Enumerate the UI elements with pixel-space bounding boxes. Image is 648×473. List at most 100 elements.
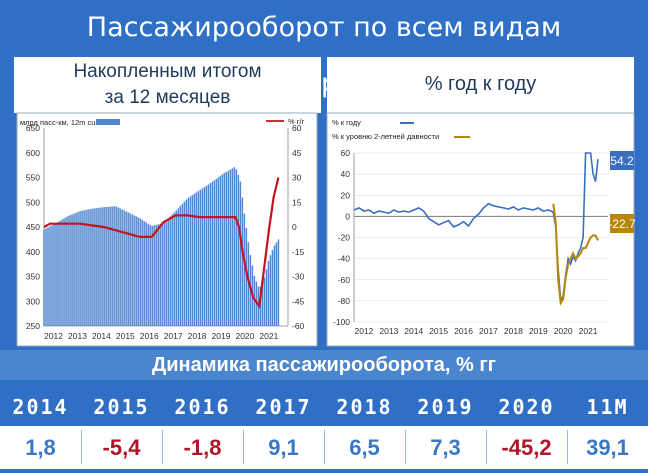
bar	[247, 242, 250, 326]
bar	[93, 208, 95, 326]
bar	[185, 199, 187, 326]
bar	[231, 168, 234, 326]
bar	[149, 225, 151, 326]
bar	[145, 222, 147, 326]
right-chart-ytick-label: 0	[345, 211, 350, 221]
bar	[119, 208, 121, 326]
left-ytick-label: 250	[26, 321, 40, 331]
right-ytick-label: 0	[292, 222, 297, 232]
right-chart-ytick-label: -40	[338, 254, 351, 264]
bar	[65, 217, 67, 326]
right-chart-x-tick-label: 2015	[429, 326, 448, 336]
bar	[181, 203, 183, 326]
bar	[123, 210, 125, 326]
year-cell: 2018	[336, 395, 393, 419]
bar	[47, 227, 49, 326]
bar	[259, 286, 262, 326]
left-ytick-label: 650	[26, 123, 40, 133]
left-ytick-label: 450	[26, 222, 40, 232]
bar	[201, 188, 204, 326]
bar	[223, 173, 226, 326]
bar	[107, 206, 109, 326]
bar	[55, 223, 57, 326]
right-ytick-label: 60	[292, 123, 302, 133]
bar	[189, 196, 192, 326]
bar	[215, 178, 218, 326]
cell-separator	[405, 430, 406, 464]
x-tick-label: 2015	[116, 331, 135, 341]
right-chart-x-tick-label: 2021	[579, 326, 598, 336]
right-chart-x-tick-label: 2012	[354, 326, 373, 336]
left-ytick-label: 400	[26, 247, 40, 257]
bar	[165, 220, 167, 326]
yoy-line	[43, 177, 280, 310]
bar	[225, 171, 228, 326]
bar	[203, 187, 206, 326]
x-tick-label: 2013	[68, 331, 87, 341]
x-tick-label: 2020	[235, 331, 254, 341]
bar	[77, 211, 79, 326]
bar	[63, 218, 65, 326]
bar	[213, 180, 216, 326]
bar	[73, 213, 75, 326]
right-chart-x-tick-label: 2017	[479, 326, 498, 336]
right-ytick-label: -45	[292, 296, 305, 306]
bar	[129, 213, 131, 326]
bar	[269, 255, 272, 326]
left-ytick-label: 500	[26, 197, 40, 207]
end-label-gold: -22.7	[608, 217, 636, 231]
right-chart-ytick-label: -60	[338, 275, 351, 285]
bar	[115, 206, 117, 326]
right-chart-x-tick-label: 2019	[529, 326, 548, 336]
year-cell: 2015	[93, 395, 150, 419]
bar	[91, 208, 93, 326]
bar	[221, 174, 224, 326]
bar	[97, 207, 99, 326]
bar	[109, 206, 111, 326]
bar	[187, 197, 190, 326]
bar	[161, 223, 163, 326]
year-cell: 2017	[255, 395, 312, 419]
bar	[183, 201, 185, 326]
bar	[103, 207, 105, 326]
x-tick-label: 2021	[259, 331, 278, 341]
right-chart-frame	[326, 112, 635, 347]
bar	[85, 209, 87, 326]
legend-line-label: % г/г	[288, 117, 305, 126]
bar	[199, 189, 202, 326]
bar	[255, 281, 258, 326]
bar	[243, 213, 246, 326]
right-chart-ytick-label: -80	[338, 296, 351, 306]
series-line-2	[552, 203, 599, 307]
bar	[207, 184, 210, 326]
value-cell: 39,1	[586, 435, 629, 460]
bar	[195, 192, 198, 326]
bar	[95, 208, 97, 326]
value-cell: 7,3	[430, 435, 461, 460]
bar	[71, 214, 73, 326]
x-tick-label: 2012	[44, 331, 63, 341]
cell-separator	[162, 430, 163, 464]
bar	[67, 216, 69, 326]
right-panel-title: % год к году	[424, 73, 537, 95]
value-cell: -1,8	[183, 435, 222, 460]
x-tick-label: 2016	[140, 331, 159, 341]
bar	[69, 215, 71, 326]
left-ytick-label: 600	[26, 148, 40, 158]
page-title: Пассажирооборот по всем видам транспорта…	[86, 12, 562, 99]
cell-separator	[324, 430, 325, 464]
right-chart-x-tick-label: 2016	[454, 326, 473, 336]
bar	[155, 224, 157, 326]
bar	[253, 275, 256, 326]
left-ytick-label: 350	[26, 272, 40, 282]
bar	[277, 239, 280, 326]
bar	[171, 214, 173, 326]
year-cell: 2020	[498, 395, 555, 419]
cell-separator	[486, 430, 487, 464]
right-ytick-label: -30	[292, 272, 305, 282]
bar	[261, 282, 264, 326]
right-chart-x-tick-label: 2018	[504, 326, 523, 336]
value-cell: -45,2	[501, 435, 552, 460]
left-title-line1: Накопленным итогом	[73, 61, 262, 82]
right-chart-x-tick-label: 2013	[379, 326, 398, 336]
